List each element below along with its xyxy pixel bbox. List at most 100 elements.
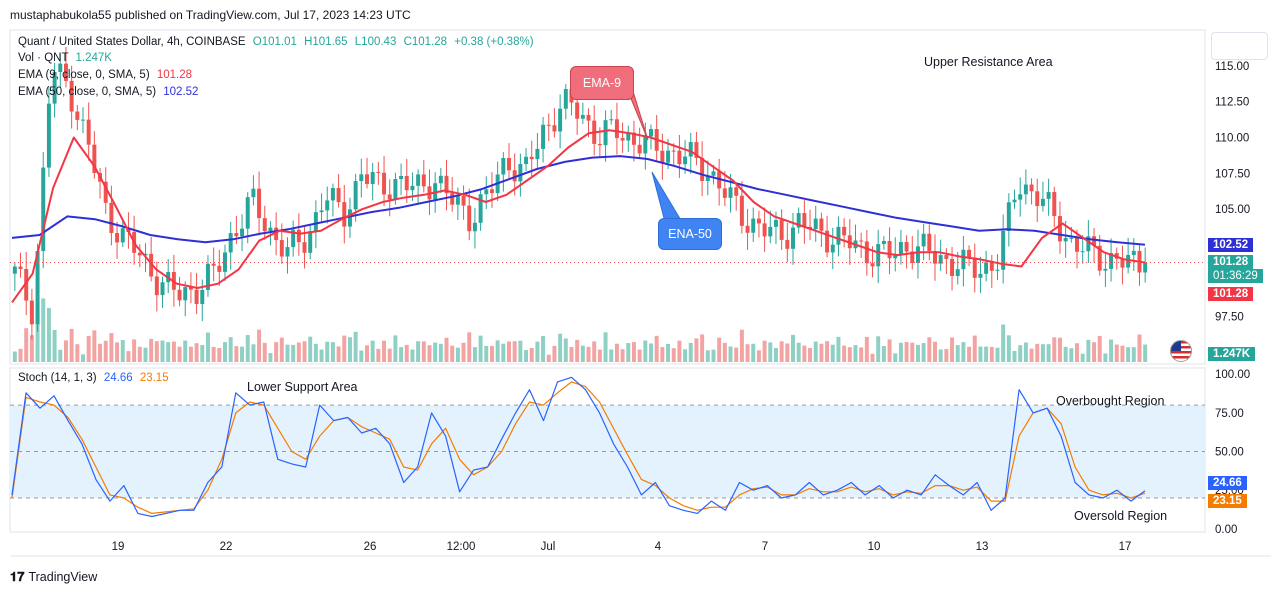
- volume-bar: [166, 342, 171, 362]
- candle-body: [433, 183, 438, 200]
- candle-body: [637, 144, 642, 154]
- volume-bar: [955, 345, 960, 362]
- candle-body: [546, 124, 551, 126]
- volume-bar: [433, 342, 438, 362]
- candle-body: [739, 195, 744, 226]
- candle-body: [416, 174, 421, 186]
- candle-body: [649, 129, 653, 137]
- candle-body: [518, 164, 523, 182]
- candle-body: [631, 132, 636, 145]
- volume-bar: [200, 344, 205, 362]
- volume-bar: [1035, 343, 1040, 362]
- candle-body: [251, 188, 256, 198]
- candle-body: [1069, 237, 1074, 239]
- candle-body: [399, 175, 404, 180]
- candle-body: [137, 252, 142, 256]
- volume-bar: [382, 340, 387, 362]
- candle-body: [382, 172, 387, 195]
- volume-bar: [529, 348, 534, 362]
- candle-body: [365, 174, 369, 184]
- price-tick-label: 97.50: [1215, 312, 1244, 324]
- volume-bar: [1120, 345, 1125, 362]
- candle-body: [177, 289, 182, 301]
- candle-body: [597, 143, 602, 146]
- candle-body: [745, 225, 750, 233]
- ema50-legend: EMA (50, close, 0, SMA, 5) 102.52: [18, 86, 198, 98]
- open-value: O101.01: [252, 36, 297, 48]
- candle-body: [143, 253, 148, 256]
- candle-body: [1006, 202, 1011, 231]
- high-value: H101.65: [304, 36, 348, 48]
- volume-bar: [313, 343, 318, 362]
- volume-bar: [666, 343, 671, 362]
- change-value: +0.38 (+0.38%): [454, 36, 534, 48]
- volume-bar: [1080, 353, 1085, 362]
- volume-bar: [143, 347, 148, 362]
- volume-bar: [58, 349, 63, 362]
- volume-bar: [109, 333, 114, 362]
- volume-legend: Vol · QNT 1.247K: [18, 52, 112, 64]
- oversold-label: Oversold Region: [1074, 509, 1168, 523]
- candle-body: [842, 226, 847, 236]
- volume-bar: [399, 347, 404, 362]
- volume-bar: [35, 309, 40, 362]
- volume-bar: [302, 341, 307, 362]
- close-value: C101.28: [403, 36, 448, 48]
- volume-bar: [115, 342, 120, 362]
- candle-body: [683, 156, 688, 165]
- volume-bar: [137, 346, 142, 362]
- volume-bar: [819, 343, 824, 362]
- volume-bar: [63, 340, 68, 362]
- candle-body: [245, 197, 250, 229]
- chart-options-button[interactable]: [1211, 32, 1268, 60]
- candle-body: [387, 194, 392, 200]
- time-tick-label: 26: [364, 541, 377, 553]
- volume-bar: [893, 353, 898, 362]
- candle-body: [336, 188, 341, 203]
- candle-body: [603, 120, 608, 146]
- volume-bar: [1046, 344, 1051, 362]
- candle-body: [558, 108, 563, 132]
- volume-bar: [472, 347, 477, 362]
- volume-bar: [427, 345, 432, 362]
- candle-body: [620, 138, 625, 141]
- candle-body: [296, 229, 301, 243]
- candle-body: [961, 249, 966, 270]
- candle-body: [63, 63, 68, 81]
- volume-bar: [228, 337, 233, 362]
- candle-body: [881, 240, 886, 245]
- candle-body: [1057, 216, 1062, 242]
- candle-body: [217, 265, 222, 272]
- volume-bar: [325, 341, 330, 362]
- volume-tag: 1.247K: [1208, 347, 1256, 361]
- candle-body: [813, 218, 818, 230]
- volume-bar: [984, 346, 989, 362]
- volume-bar: [688, 342, 693, 362]
- upper-resistance-label: Upper Resistance Area: [924, 55, 1053, 69]
- volume-bar: [245, 335, 250, 362]
- ema9-price-tag: 101.28: [1208, 287, 1254, 301]
- volume-bar: [501, 343, 506, 362]
- volume-bar: [825, 341, 830, 362]
- volume-bar: [1075, 343, 1079, 362]
- volume-bar: [336, 346, 341, 362]
- candle-body: [711, 171, 716, 176]
- candle-body: [1063, 237, 1068, 242]
- candle-body: [580, 114, 585, 119]
- candle-body: [773, 219, 778, 227]
- overbought-label: Overbought Region: [1056, 394, 1165, 408]
- time-tick-label: 22: [220, 541, 233, 553]
- volume-bar: [24, 328, 29, 362]
- candle-body: [728, 187, 733, 198]
- candle-body: [149, 253, 154, 277]
- candle-body: [995, 269, 1000, 271]
- candle-body: [1120, 258, 1125, 268]
- candle-body: [472, 222, 477, 232]
- volume-bar: [995, 347, 1000, 362]
- volume-bar: [967, 346, 972, 362]
- volume-bar: [75, 344, 80, 362]
- brand-label: TradingView: [28, 570, 98, 584]
- candle-body: [1097, 245, 1102, 271]
